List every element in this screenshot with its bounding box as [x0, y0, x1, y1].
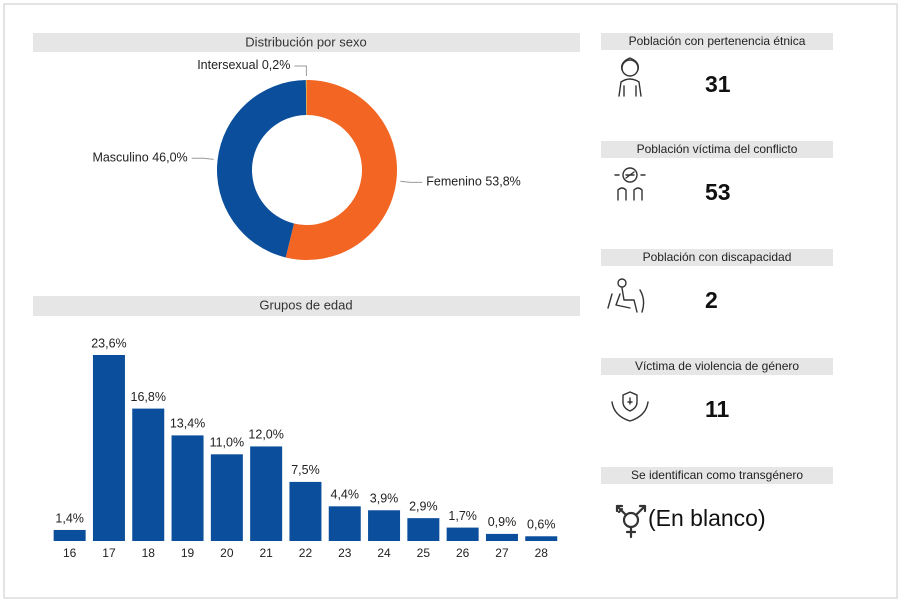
- indicator-title-bar: [601, 467, 833, 484]
- indicator-value: 2: [705, 287, 718, 313]
- bar-value-label: 12,0%: [248, 428, 283, 442]
- x-tick-label: 26: [456, 546, 470, 560]
- x-tick-label: 21: [259, 546, 273, 560]
- slice-category: Femenino: [426, 175, 482, 189]
- x-tick-label: 19: [181, 546, 195, 560]
- bar-value-label: 1,7%: [448, 509, 477, 523]
- indicator-label: Población víctima del conflicto: [637, 142, 798, 156]
- chart-title: Distribución por sexo: [245, 34, 366, 49]
- icons: [607, 57, 649, 539]
- bar: [485, 533, 518, 541]
- bar-value-label: 13,4%: [170, 417, 205, 431]
- bar-value-label: 4,4%: [331, 488, 360, 502]
- indicator-title-bar: [601, 249, 833, 266]
- x-tick-label: 22: [299, 546, 313, 560]
- pie-slice: [305, 80, 307, 116]
- bar-value-label: 1,4%: [55, 511, 84, 525]
- bar-value-label: 16,8%: [131, 390, 166, 404]
- x-tick-label: 25: [417, 546, 431, 560]
- indicator-title-bar: [601, 358, 833, 375]
- pie-slice: [285, 80, 397, 260]
- slice-category: Intersexual: [197, 58, 258, 72]
- ethnic-icon: [618, 57, 642, 97]
- x-tick-label: 24: [377, 546, 391, 560]
- leader-line: [400, 180, 423, 183]
- bar: [53, 529, 86, 541]
- slice-value-label: 53,8%: [485, 175, 520, 189]
- bar-value-label: 2,9%: [409, 499, 438, 513]
- transgender-icon: [615, 504, 647, 539]
- indicator-value: 31: [705, 71, 731, 97]
- x-tick-label: 27: [495, 546, 509, 560]
- x-tick-label: 28: [535, 546, 549, 560]
- x-tick-label: 23: [338, 546, 352, 560]
- bar: [289, 481, 322, 541]
- bar-value-label: 11,0%: [210, 436, 245, 450]
- indicator-label: Víctima de violencia de género: [635, 359, 799, 373]
- title-bar: [33, 33, 580, 52]
- bar: [92, 355, 125, 541]
- x-tick-label: 20: [220, 546, 234, 560]
- chart-title: Grupos de edad: [259, 297, 352, 312]
- slice-value-label: 0,2%: [262, 58, 291, 72]
- bar: [328, 506, 361, 541]
- title-bar: [33, 296, 580, 316]
- leader-line: [191, 157, 214, 160]
- gender-violence-icon: [611, 391, 649, 422]
- leader-line: [294, 65, 307, 77]
- slice-label: Masculino 46,0%: [92, 151, 187, 165]
- bar-value-label: 23,6%: [91, 336, 126, 350]
- disability-icon: [607, 278, 645, 313]
- indicator-value: 11: [705, 396, 730, 422]
- bar-value-label: 0,6%: [527, 518, 556, 532]
- slice-label: Femenino 53,8%: [426, 175, 521, 189]
- indicator-label: Población con pertenencia étnica: [629, 34, 806, 48]
- pie-slice: [216, 80, 307, 258]
- bar: [210, 454, 243, 541]
- indicator-label: Se identifican como transgénero: [631, 468, 803, 482]
- bar: [250, 446, 283, 541]
- indicator-title-bar: [601, 141, 833, 158]
- conflict-icon: [614, 167, 646, 201]
- indicator-value: 53: [705, 179, 731, 205]
- slice-category: Masculino: [92, 151, 148, 165]
- bar-value-label: 0,9%: [488, 515, 517, 529]
- bar-value-label: 7,5%: [291, 463, 320, 477]
- bar: [132, 408, 165, 541]
- slice-value-label: 46,0%: [152, 151, 187, 165]
- x-tick-label: 16: [63, 546, 77, 560]
- x-tick-label: 17: [102, 546, 116, 560]
- bar: [407, 518, 440, 541]
- indicator-title-bar: [601, 33, 833, 50]
- bar: [525, 536, 558, 541]
- indicator-label: Población con discapacidad: [643, 250, 792, 264]
- bar: [368, 510, 401, 541]
- indicator-value: (En blanco): [648, 505, 766, 531]
- bar: [446, 527, 479, 541]
- bar: [171, 435, 204, 541]
- x-tick-label: 18: [142, 546, 156, 560]
- slice-label: Intersexual 0,2%: [197, 58, 290, 72]
- bar-value-label: 3,9%: [370, 492, 399, 506]
